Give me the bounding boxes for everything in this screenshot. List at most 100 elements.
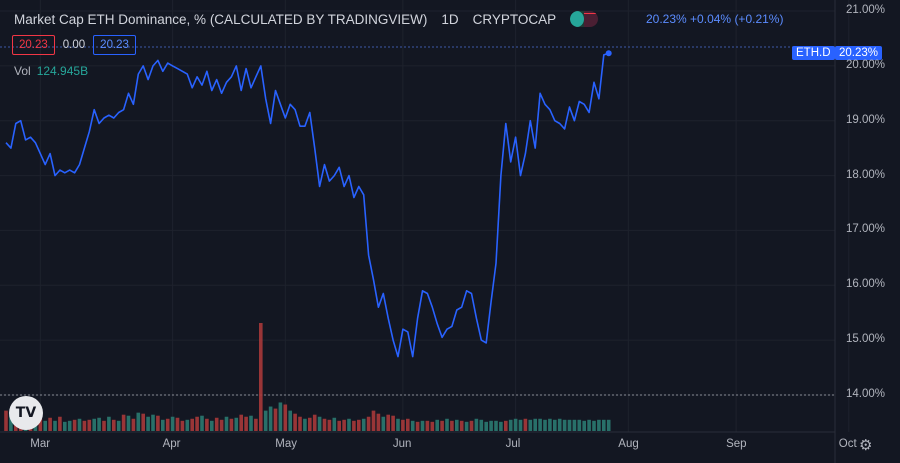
volume-bar bbox=[587, 419, 591, 431]
volume-bar bbox=[259, 323, 263, 431]
volume-bar bbox=[553, 419, 557, 431]
volume-bar bbox=[116, 420, 121, 431]
volume-bar bbox=[455, 419, 459, 431]
market-status[interactable] bbox=[570, 11, 599, 27]
volume-bar bbox=[185, 419, 190, 431]
volume-bar bbox=[67, 420, 72, 431]
volume-bar bbox=[229, 418, 234, 431]
volume-bar bbox=[141, 413, 145, 431]
buy-button[interactable]: 20.23 bbox=[93, 35, 136, 55]
volume-legend[interactable]: Vol 124.945B bbox=[14, 64, 88, 78]
trade-panel: 20.23 0.00 20.23 bbox=[12, 35, 136, 55]
volume-bar bbox=[268, 406, 273, 431]
volume-bar bbox=[342, 419, 346, 431]
volume-bar bbox=[170, 416, 175, 431]
volume-bar bbox=[401, 419, 405, 431]
volume-bar bbox=[459, 420, 464, 431]
volume-bar bbox=[303, 418, 307, 431]
volume-bar bbox=[151, 414, 155, 431]
gear-icon[interactable]: ⚙ bbox=[859, 437, 873, 454]
volume-bar bbox=[312, 414, 317, 431]
volume-bar bbox=[415, 421, 420, 431]
volume-bar bbox=[420, 420, 425, 431]
volume-bar bbox=[602, 419, 606, 431]
volume-bar bbox=[161, 419, 165, 431]
volume-bar bbox=[121, 414, 126, 431]
price-tick-label: 17.00% bbox=[846, 223, 886, 236]
volume-bar bbox=[131, 418, 136, 431]
price-tick-label: 14.00% bbox=[846, 388, 886, 400]
volume-bar bbox=[528, 419, 533, 431]
time-tick-label: Mar bbox=[30, 438, 51, 450]
change-percent: (+0.21%) bbox=[734, 12, 784, 26]
volume-bar bbox=[489, 420, 493, 431]
volume-bar bbox=[126, 415, 131, 431]
volume-bar bbox=[72, 419, 77, 431]
volume-value: 124.945B bbox=[36, 64, 89, 78]
volume-bar bbox=[102, 420, 106, 431]
spread-value: 0.00 bbox=[62, 39, 86, 51]
last-change: 20.23% +0.04% (+0.21%) bbox=[646, 12, 783, 26]
volume-label: Vol bbox=[14, 64, 31, 78]
volume-bar bbox=[210, 420, 214, 431]
volume-bar bbox=[165, 418, 170, 431]
volume-bar bbox=[582, 420, 586, 431]
change-value: +0.04% bbox=[690, 12, 732, 26]
volume-bar bbox=[494, 420, 498, 431]
volume-bar bbox=[156, 415, 160, 431]
volume-bar bbox=[82, 420, 87, 431]
volume-bar bbox=[205, 418, 209, 431]
exchange-label[interactable]: CRYPTOCAP bbox=[472, 11, 557, 27]
volume-bar bbox=[332, 417, 337, 431]
time-tick-label: Jul bbox=[505, 438, 521, 450]
data-problem-icon bbox=[584, 11, 599, 27]
volume-bar bbox=[219, 419, 224, 431]
volume-bar bbox=[406, 418, 410, 431]
volume-bar bbox=[249, 415, 253, 431]
volume-bar bbox=[371, 410, 376, 431]
volume-bar bbox=[288, 410, 292, 431]
volume-bar bbox=[508, 419, 513, 431]
interval-label[interactable]: 1D bbox=[441, 11, 459, 27]
volume-bar bbox=[38, 418, 43, 431]
volume-bar bbox=[234, 417, 239, 431]
price-tick-label: 18.00% bbox=[846, 168, 886, 181]
chart-header: Market Cap ETH Dominance, % (CALCULATED … bbox=[14, 10, 599, 28]
volume-bar bbox=[557, 418, 562, 431]
volume-bar bbox=[391, 415, 395, 431]
volume-bar bbox=[308, 417, 312, 431]
volume-bar bbox=[562, 419, 567, 431]
volume-bar bbox=[136, 412, 141, 431]
volume-bar bbox=[224, 416, 229, 431]
time-tick-label: May bbox=[275, 438, 298, 450]
volume-bar bbox=[92, 418, 96, 431]
volume-bar bbox=[381, 416, 386, 431]
volume-bar bbox=[180, 420, 185, 431]
volume-bar bbox=[347, 418, 351, 431]
grid-lines bbox=[0, 0, 850, 432]
volume-bar bbox=[239, 414, 243, 431]
volume-bar bbox=[214, 417, 219, 431]
volume-bar bbox=[499, 421, 503, 431]
last-value: 20.23% bbox=[646, 12, 687, 26]
volume-bar bbox=[9, 414, 13, 431]
volume-bar bbox=[479, 419, 484, 431]
volume-bar bbox=[606, 419, 611, 431]
volume-bar bbox=[450, 420, 454, 431]
time-tick-label: Oct bbox=[838, 438, 857, 450]
volume-bar bbox=[597, 419, 601, 431]
price-tick-label: 21.00% bbox=[846, 4, 886, 16]
price-tick-label: 15.00% bbox=[846, 333, 886, 346]
volume-bar bbox=[273, 408, 278, 431]
volume-bar bbox=[4, 410, 8, 431]
volume-bar bbox=[263, 410, 268, 431]
sell-button[interactable]: 20.23 bbox=[12, 35, 55, 55]
volume-bar bbox=[63, 421, 67, 431]
time-tick-label: Jun bbox=[392, 438, 412, 450]
volume-bar bbox=[572, 419, 577, 431]
tradingview-logo[interactable]: TV bbox=[9, 396, 43, 430]
series-title[interactable]: Market Cap ETH Dominance, % (CALCULATED … bbox=[14, 11, 428, 27]
volume-bar bbox=[396, 418, 400, 431]
volume-bar bbox=[87, 419, 92, 431]
